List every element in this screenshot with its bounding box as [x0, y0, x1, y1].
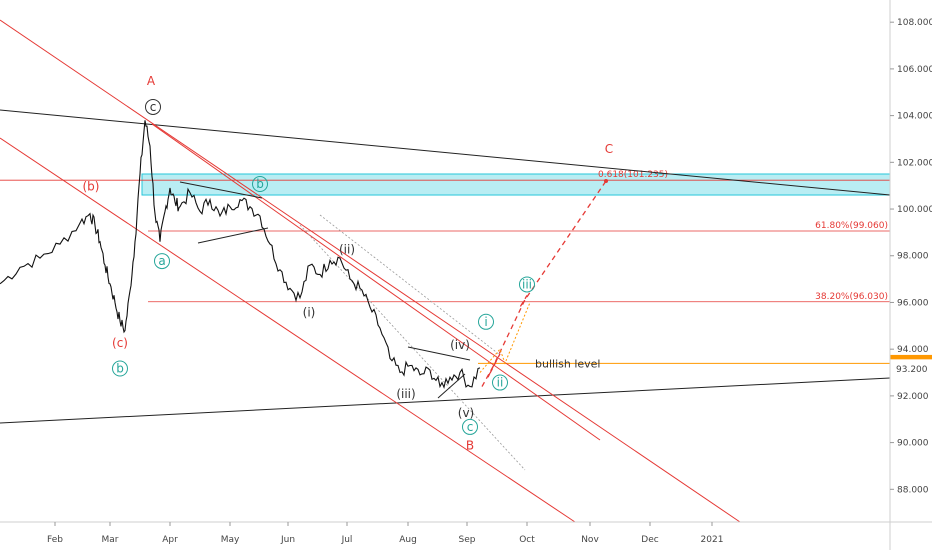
y-tick-label: 96.000 [897, 298, 929, 308]
wave-label: (ii) [339, 242, 355, 256]
x-tick-label: Nov [581, 535, 599, 545]
fib-label: 61.80%(99.060) [815, 221, 888, 231]
fib-label: 0.618(101.235) [598, 170, 668, 180]
triangle-line [407, 346, 471, 361]
wave-label: A [147, 74, 156, 88]
wave-label: C [605, 142, 613, 156]
wave-circle [154, 253, 170, 270]
x-tick-label: 2021 [701, 535, 724, 545]
wave-label: c [467, 420, 474, 434]
wave-circle [112, 360, 128, 377]
y-tick-label: 102.000 [897, 158, 932, 168]
wave-label: (iv) [450, 338, 470, 352]
projection-orange-dotted [479, 302, 531, 373]
x-tick-label: May [221, 535, 240, 545]
x-tick-label: Mar [102, 535, 119, 545]
upper-black-trendline [0, 109, 891, 196]
x-tick-label: Apr [162, 535, 178, 545]
y-tick-label: 92.000 [897, 392, 929, 402]
projection-target-dot [604, 179, 608, 184]
y-tick-label: 100.000 [897, 205, 932, 215]
x-tick-label: Jul [341, 535, 353, 545]
price-tag-bg [890, 359, 932, 377]
triangle-line [437, 373, 466, 399]
triangle-line [197, 227, 269, 244]
wave-label: i [484, 315, 487, 329]
x-tick-label: Aug [399, 535, 417, 545]
price-series [0, 120, 481, 389]
red-channel-mid [151, 123, 601, 441]
price-tag[interactable]: 93.200 [890, 359, 932, 377]
y-tick-label: 98.000 [897, 252, 929, 262]
x-axis[interactable]: Feb Mar Apr May Jun Jul Aug Sep Oct Nov Dec 2021 [0, 521, 932, 545]
bullish-level-label: bullish level [535, 357, 600, 370]
triangle-line [179, 181, 263, 199]
price-line [0, 120, 481, 389]
projection-path [479, 179, 608, 387]
wave-label: a [158, 254, 165, 268]
x-tick-label: Sep [459, 535, 476, 545]
wave-label: (i) [303, 305, 316, 319]
y-tick-label: 90.000 [897, 439, 929, 449]
wave-label: (b) [83, 179, 100, 193]
trendlines [0, 19, 891, 523]
wave-label: (c) [112, 336, 128, 350]
price-tag-label: 93.200 [896, 365, 928, 375]
wave-label: B [466, 439, 474, 453]
wave-circle [492, 374, 508, 391]
y-axis[interactable]: 108.000 106.000 104.000 102.000 100.000 98.00… [889, 0, 932, 550]
red-channel-lower [0, 137, 576, 523]
wave-circle [478, 313, 494, 330]
wave-label: ii [497, 376, 504, 390]
grey-dotted-channel [299, 224, 526, 471]
wave-label: (v) [458, 406, 474, 420]
wave-label: c [150, 100, 157, 114]
lower-black-trendline [0, 377, 891, 424]
x-tick-label: Oct [519, 535, 535, 545]
x-tick-label: Feb [47, 535, 63, 545]
x-tick-label: Jun [280, 535, 295, 545]
wave-circle [145, 98, 161, 115]
wave-circle [252, 176, 268, 193]
y-tick-label: 106.000 [897, 65, 932, 75]
red-channel-upper [0, 19, 741, 523]
fib-levels: 0.618(101.235) 61.80%(99.060) 38.20%(96.03… [0, 170, 890, 370]
wave-label: b [256, 177, 264, 191]
wave-circle [519, 276, 535, 293]
fib-label: 38.20%(96.030) [815, 292, 888, 302]
grey-dotted-channel-2 [319, 214, 501, 356]
projection-red-dashed [481, 180, 607, 387]
y-tick-label: 94.000 [897, 345, 929, 355]
wave-circle [462, 418, 478, 435]
y-tick-label: 108.000 [897, 18, 932, 28]
wave-label: b [116, 362, 124, 376]
x-tick-label: Dec [641, 535, 658, 545]
y-tick-label: 104.000 [897, 112, 932, 122]
y-tick-label: 88.000 [897, 485, 929, 495]
wave-label: (iii) [396, 387, 415, 401]
wave-label: iii [522, 277, 532, 291]
